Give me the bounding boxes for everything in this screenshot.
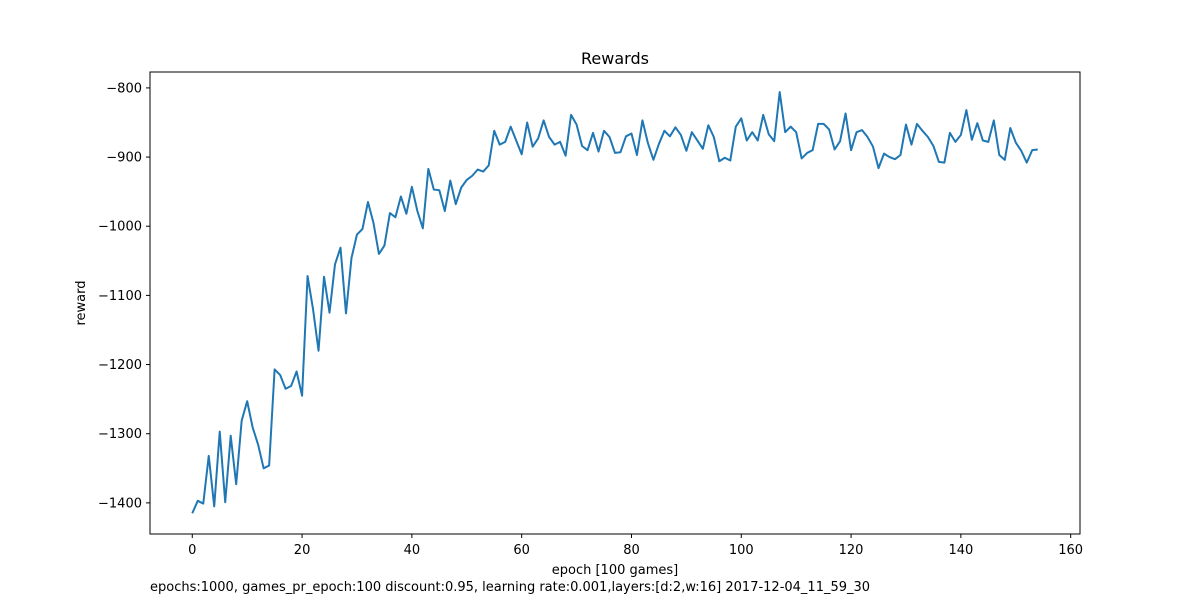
y-tick-label: −1000 <box>98 220 142 235</box>
x-tick-label: 40 <box>404 543 421 558</box>
plot-frame <box>149 71 1081 535</box>
x-tick-label: 120 <box>839 543 864 558</box>
y-tick-label: −800 <box>106 81 142 96</box>
y-tick-label: −1200 <box>98 358 142 373</box>
plot-area: 0 20 40 60 80 100 120 140 160 −1400 −1300 −1200 −110… <box>98 71 1083 558</box>
x-tick-label: 20 <box>294 543 311 558</box>
x-tick-label: 160 <box>1058 543 1083 558</box>
x-axis-label: epoch [100 games] <box>552 563 678 578</box>
y-tick-label: −1300 <box>98 427 142 442</box>
x-tick-label: 80 <box>623 543 640 558</box>
reward-series-line <box>191 91 1038 514</box>
chart-title: Rewards <box>581 49 649 68</box>
y-axis-label: reward <box>74 280 89 325</box>
run-parameters-footnote: epochs:1000, games_pr_epoch:100 discount… <box>150 580 871 595</box>
y-tick-label: −1400 <box>98 496 142 511</box>
x-tick-label: 60 <box>513 543 530 558</box>
x-tick-label: 140 <box>948 543 973 558</box>
y-tick-label: −1100 <box>98 289 142 304</box>
x-tick-label: 0 <box>188 543 196 558</box>
y-tick-label: −900 <box>106 151 142 166</box>
x-tick-label: 100 <box>729 543 754 558</box>
